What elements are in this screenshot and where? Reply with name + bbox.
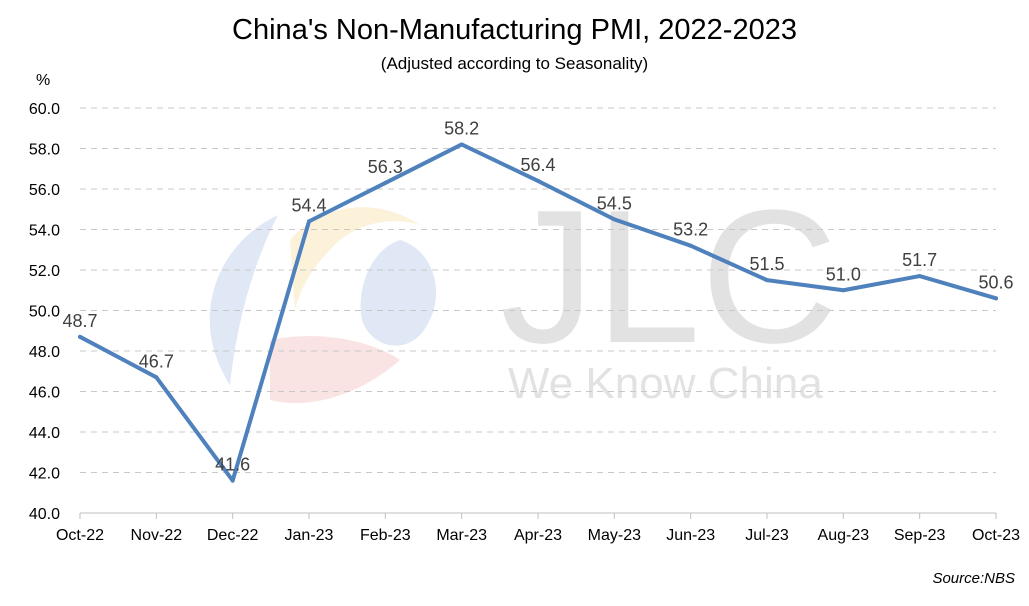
y-tick-label: 44.0 xyxy=(29,425,60,442)
gridlines xyxy=(80,107,996,473)
data-point xyxy=(230,478,235,483)
y-tick-label: 48.0 xyxy=(29,344,60,361)
y-tick-label: 52.0 xyxy=(29,263,60,280)
y-tick-label: 56.0 xyxy=(29,182,60,199)
chart-title: China's Non-Manufacturing PMI, 2022-2023 xyxy=(232,14,797,46)
y-tick-labels: 40.0 42.0 44.0 46.0 48.0 50.0 52.0 54.0 56.0 58.0… xyxy=(29,101,60,523)
data-labels: 48.7 46.7 41.6 54.4 56.3 58.2 56.4 54.5 53.2 51.5… xyxy=(62,118,1013,474)
x-tick-label: Jan-23 xyxy=(285,527,334,544)
x-tick-label: Apr-23 xyxy=(514,527,562,544)
x-tick-label: May-23 xyxy=(588,527,641,544)
y-tick-label: 60.0 xyxy=(29,101,60,118)
data-label: 50.6 xyxy=(978,272,1013,292)
y-tick-label: 58.0 xyxy=(29,142,60,159)
data-label: 51.5 xyxy=(749,254,784,274)
watermark-tagline: We Know China xyxy=(508,359,823,408)
data-point xyxy=(154,375,159,380)
data-label: 58.2 xyxy=(444,118,479,138)
data-point xyxy=(612,217,617,222)
x-tick-label: Jun-23 xyxy=(666,527,715,544)
data-label: 46.7 xyxy=(139,351,174,371)
data-point xyxy=(765,278,769,283)
data-point xyxy=(841,288,846,293)
y-tick-label: 50.0 xyxy=(29,304,60,321)
x-tick-label: Aug-23 xyxy=(818,527,870,544)
watermark-logo-yellow-arc xyxy=(290,207,420,310)
y-tick-label: 46.0 xyxy=(29,385,60,402)
series-group xyxy=(78,142,998,483)
data-label: 41.6 xyxy=(215,455,250,475)
data-label: 54.4 xyxy=(291,195,326,215)
data-point xyxy=(536,178,540,183)
x-tick-label: Jul-23 xyxy=(745,527,789,544)
y-tick-label: 54.0 xyxy=(29,223,60,240)
data-point xyxy=(917,274,922,279)
axes xyxy=(79,512,997,519)
data-label: 56.4 xyxy=(520,155,555,175)
data-point xyxy=(78,334,82,339)
watermark-logo-blue-disc xyxy=(360,240,437,346)
data-point xyxy=(688,243,693,248)
data-label: 54.5 xyxy=(597,193,632,213)
data-label: 51.7 xyxy=(902,250,937,270)
x-tick-label: Oct-22 xyxy=(56,527,104,544)
data-point xyxy=(307,219,311,224)
x-tick-label: Mar-23 xyxy=(436,527,487,544)
x-tick-labels: Oct-22 Nov-22 Dec-22 Jan-23 Feb-23 Mar-23 Apr-… xyxy=(56,527,1020,544)
data-label: 56.3 xyxy=(368,157,403,177)
watermark-logo-blue-arc xyxy=(209,215,278,385)
x-tick-label: Nov-22 xyxy=(131,527,183,544)
data-label: 51.0 xyxy=(826,264,861,284)
data-point xyxy=(994,296,998,301)
x-tick-label: Dec-22 xyxy=(207,527,259,544)
data-point xyxy=(383,180,388,185)
y-tick-label: 42.0 xyxy=(29,466,60,483)
watermark-logo-text: JLC xyxy=(500,171,838,383)
data-label: 48.7 xyxy=(62,311,97,331)
x-tick-label: Feb-23 xyxy=(360,527,411,544)
chart-subtitle: (Adjusted according to Seasonality) xyxy=(380,54,649,73)
data-label: 53.2 xyxy=(673,220,708,240)
data-point xyxy=(459,142,464,147)
x-tick-label: Oct-23 xyxy=(972,527,1020,544)
watermark-logo-red-arc xyxy=(270,336,400,404)
source-note: Source:NBS xyxy=(932,570,1015,587)
jlc-watermark: JLC We Know China xyxy=(209,171,838,408)
x-tick-label: Sep-23 xyxy=(894,527,946,544)
y-tick-label: 40.0 xyxy=(29,506,60,523)
y-axis-unit: % xyxy=(36,72,51,89)
